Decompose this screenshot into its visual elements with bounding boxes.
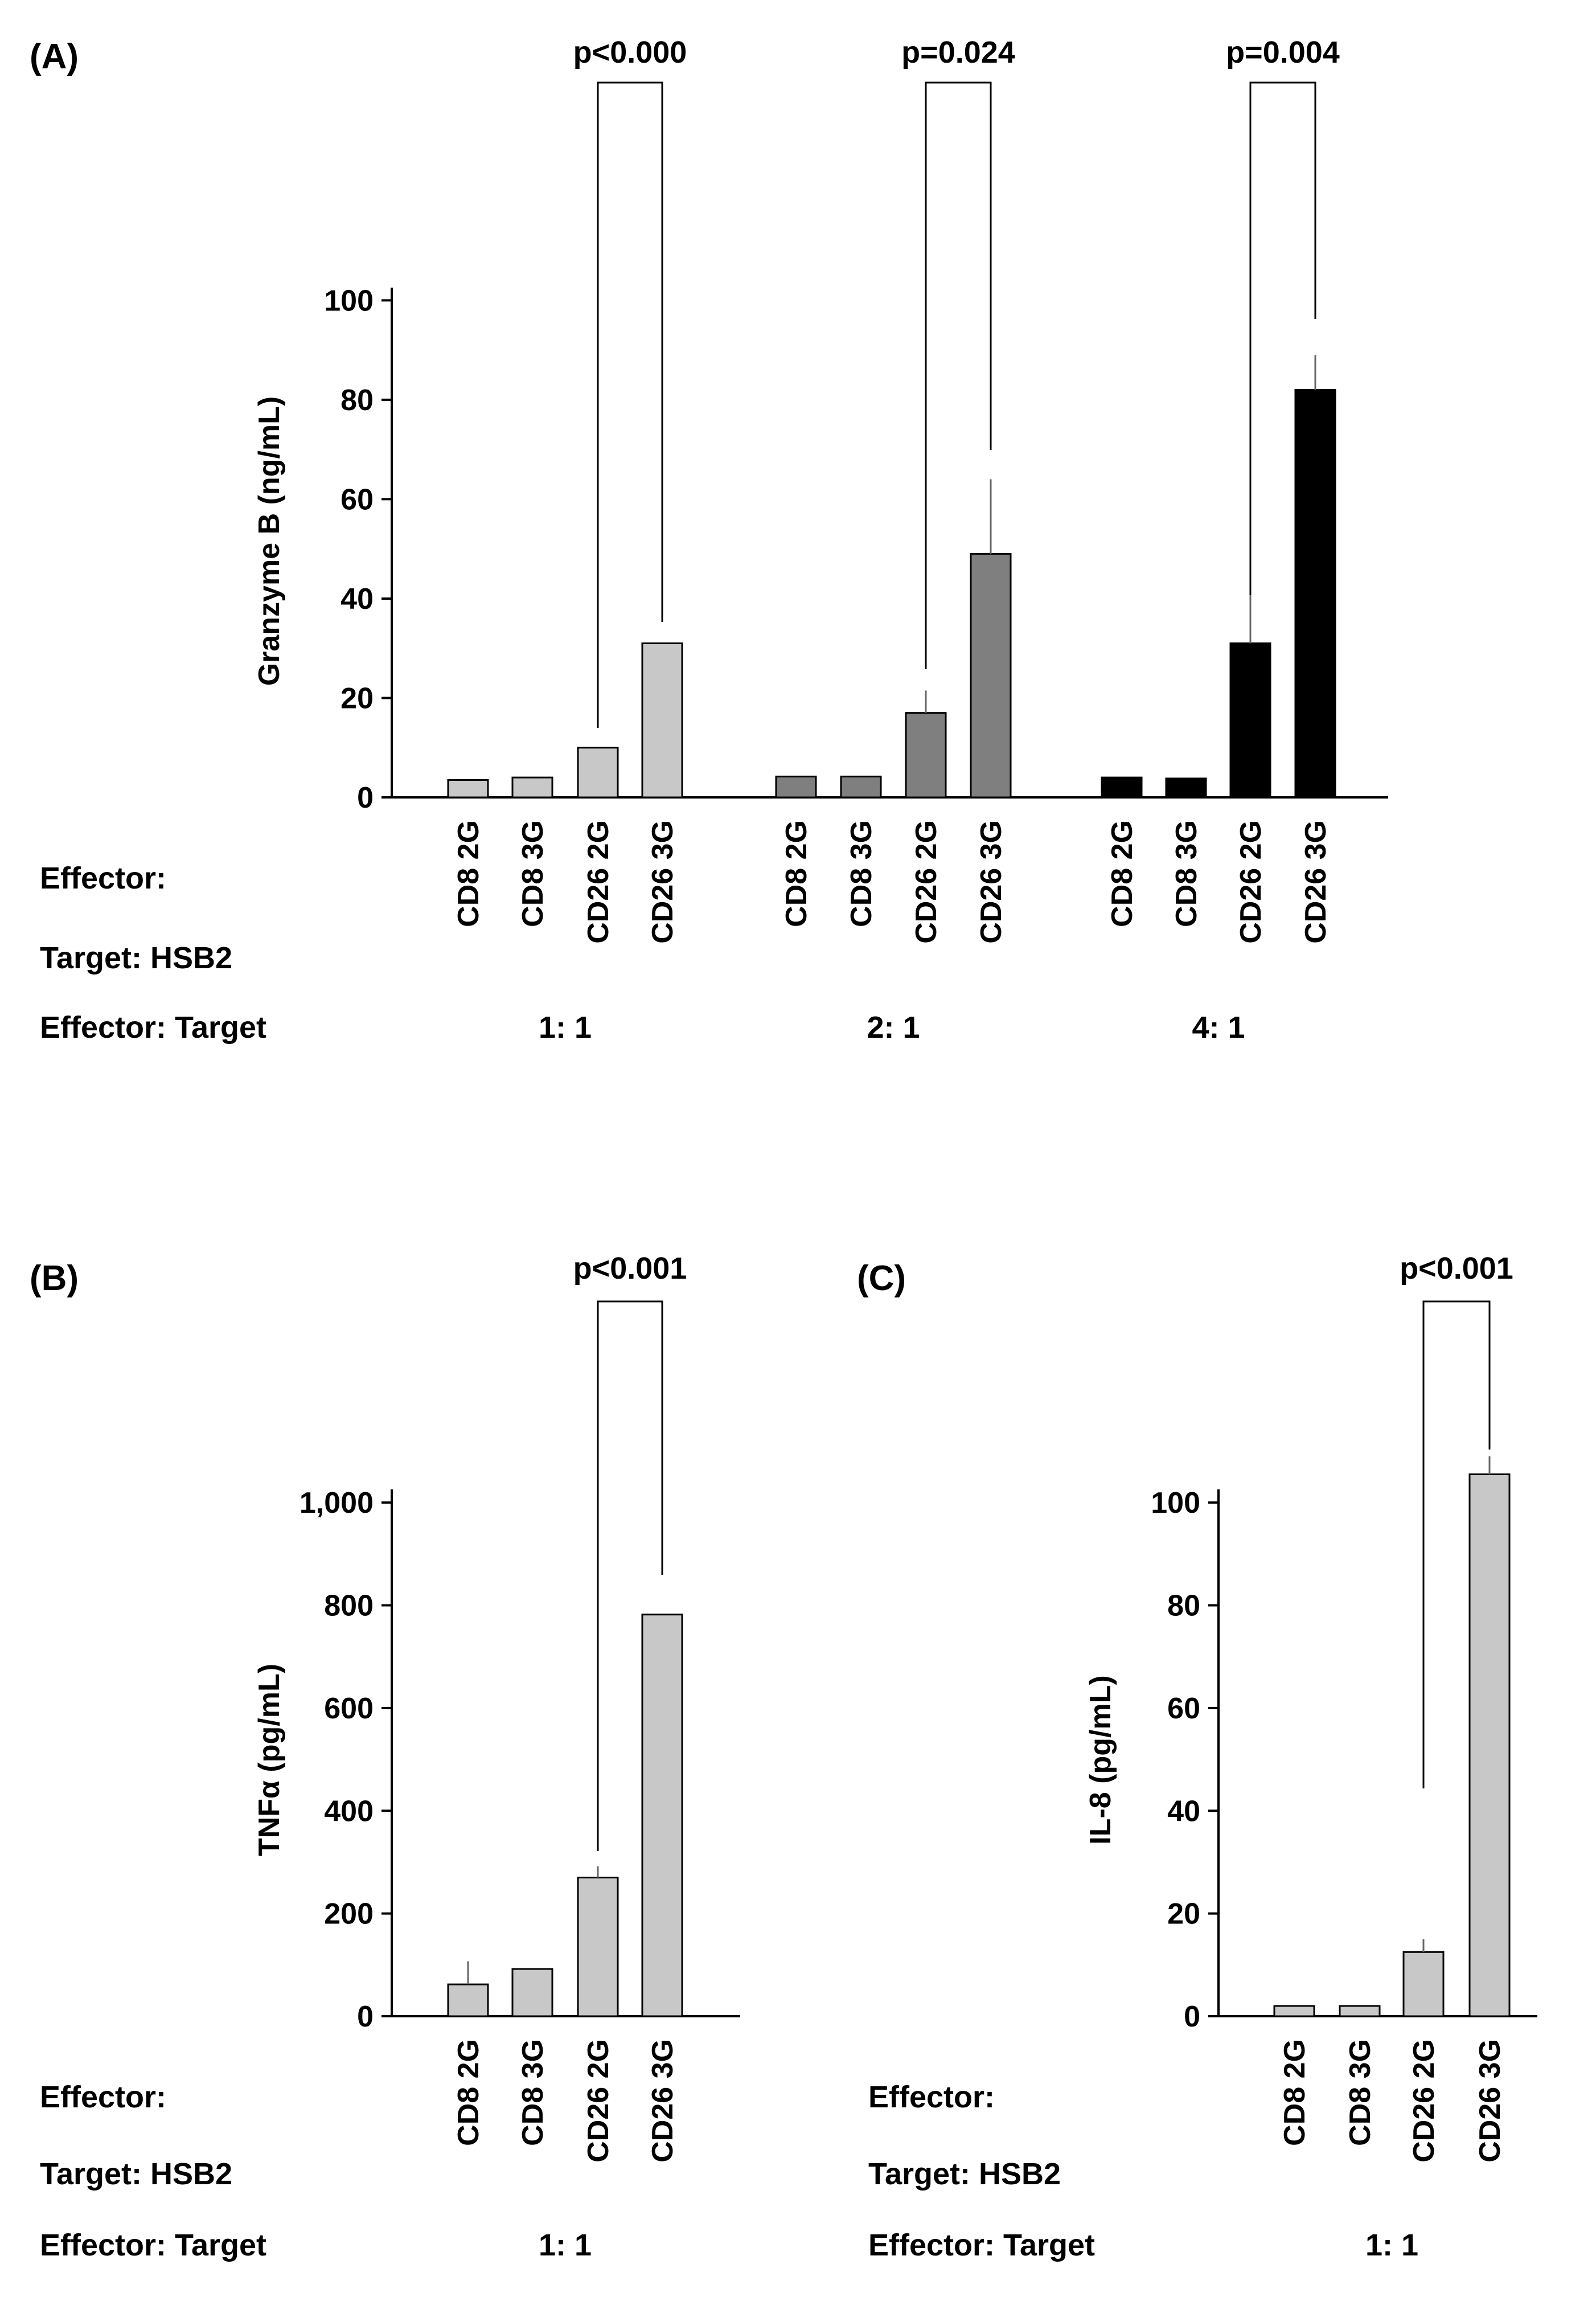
row-label-ratio: Effector: Target — [868, 2228, 1095, 2262]
y-tick-label: 60 — [1167, 1692, 1200, 1725]
category-label: CD26 3G — [646, 2039, 679, 2163]
bar — [511, 776, 553, 799]
category-label: CD8 3G — [1170, 820, 1203, 927]
y-tick-label: 0 — [357, 2000, 374, 2033]
category-label: CD8 3G — [845, 820, 878, 927]
bar — [1468, 1473, 1511, 2017]
category-label: CD26 3G — [1299, 820, 1332, 944]
category-label: CD8 2G — [1278, 2039, 1311, 2146]
significance-bracket — [1422, 1300, 1491, 1788]
bar — [1101, 776, 1143, 799]
row-label-target: Target: HSB2 — [868, 2157, 1061, 2191]
row-label-effector: Effector: — [868, 2080, 995, 2114]
bar — [1165, 777, 1207, 799]
y-tick-label: 100 — [324, 284, 374, 317]
y-tick-label: 600 — [324, 1692, 374, 1725]
category-label: CD26 3G — [1474, 2039, 1507, 2163]
category-label: CD8 3G — [516, 2039, 549, 2146]
row-label-ratio: Effector: Target — [40, 1010, 266, 1045]
y-tick-label: 40 — [340, 583, 374, 616]
bar — [447, 1983, 489, 2017]
significance-bracket — [925, 81, 992, 669]
row-label-ratio: Effector: Target — [40, 2228, 266, 2262]
y-axis-label: Granzyme B (ng/mL) — [253, 396, 286, 686]
bar — [1339, 2005, 1381, 2017]
bar — [511, 1968, 553, 2017]
p-value-label: p<0.001 — [1400, 1251, 1513, 1285]
ratio-label: 1: 1 — [539, 1010, 592, 1045]
bar — [577, 1876, 619, 2017]
panel-a: (A) 0 20 40 60 80 100 Granzyme B (ng/mL) Effecto… — [30, 35, 1388, 1045]
row-label-effector: Effector: — [40, 2080, 166, 2114]
bar — [641, 642, 683, 799]
row-label-effector: Effector: — [40, 861, 166, 895]
row-label-target: Target: HSB2 — [40, 2157, 232, 2191]
bar — [447, 779, 489, 799]
y-tick-label: 40 — [1167, 1795, 1200, 1828]
category-label: CD8 2G — [452, 820, 485, 927]
panel-letter: (B) — [30, 1259, 79, 1298]
ratio-label: 1: 1 — [1365, 2228, 1418, 2262]
bar — [1229, 642, 1271, 799]
y-tick-label: 1,000 — [299, 1487, 374, 1520]
ratio-label: 1: 1 — [539, 2228, 592, 2262]
p-value-label: p<0.000 — [573, 35, 687, 69]
y-axis-label: TNFα (pg/mL) — [253, 1664, 286, 1856]
category-label: CD26 2G — [1234, 820, 1267, 944]
category-label: CD26 3G — [975, 820, 1008, 944]
y-tick-label: 80 — [340, 384, 374, 417]
y-tick-label: 400 — [324, 1795, 374, 1828]
panel-b: (B) 0 200 400 600 800 1,000 TNFα (pg/mL) Effecto… — [30, 1251, 740, 2262]
bar — [577, 747, 619, 799]
bar — [1294, 388, 1336, 799]
panel-letter: (A) — [30, 37, 79, 76]
p-value-label: p<0.001 — [573, 1251, 687, 1285]
y-tick-label: 20 — [1167, 1898, 1200, 1931]
ratio-label: 2: 1 — [867, 1010, 920, 1045]
category-label: CD8 2G — [780, 820, 813, 927]
bar — [641, 1614, 683, 2017]
panel-c: (C) 0 20 40 60 80 100 IL-8 (pg/mL) Effector: Targ… — [857, 1251, 1537, 2262]
bar — [1273, 2005, 1315, 2017]
ratio-label: 4: 1 — [1192, 1010, 1245, 1045]
category-label: CD8 2G — [1106, 820, 1139, 927]
y-tick-label: 0 — [357, 781, 374, 814]
y-axis-label: IL-8 (pg/mL) — [1084, 1675, 1117, 1845]
y-tick-label: 80 — [1167, 1590, 1200, 1623]
category-label: CD8 3G — [516, 820, 549, 927]
category-label: CD26 3G — [646, 820, 679, 944]
significance-bracket — [1249, 81, 1316, 595]
p-value-label: p=0.004 — [1226, 35, 1340, 69]
category-label: CD8 2G — [452, 2039, 485, 2146]
y-tick-label: 20 — [340, 682, 374, 715]
category-label: CD26 2G — [1408, 2039, 1441, 2163]
category-label: CD8 3G — [1344, 2039, 1377, 2146]
y-tick-label: 0 — [1184, 2000, 1200, 2033]
y-tick-label: 800 — [324, 1590, 374, 1623]
bar — [970, 552, 1012, 799]
panel-letter: (C) — [857, 1259, 906, 1298]
bar — [840, 775, 882, 799]
significance-bracket — [597, 81, 663, 728]
y-tick-label: 100 — [1151, 1487, 1200, 1520]
significance-bracket — [597, 1300, 663, 1851]
row-label-target: Target: HSB2 — [40, 941, 232, 975]
bar — [775, 775, 817, 799]
p-value-label: p=0.024 — [901, 35, 1015, 69]
category-label: CD26 2G — [582, 2039, 615, 2163]
y-tick-label: 60 — [340, 483, 374, 516]
category-label: CD26 2G — [910, 820, 943, 944]
y-tick-label: 200 — [324, 1898, 374, 1931]
bar — [905, 712, 947, 799]
bar — [1402, 1951, 1445, 2017]
category-label: CD26 2G — [582, 820, 615, 944]
